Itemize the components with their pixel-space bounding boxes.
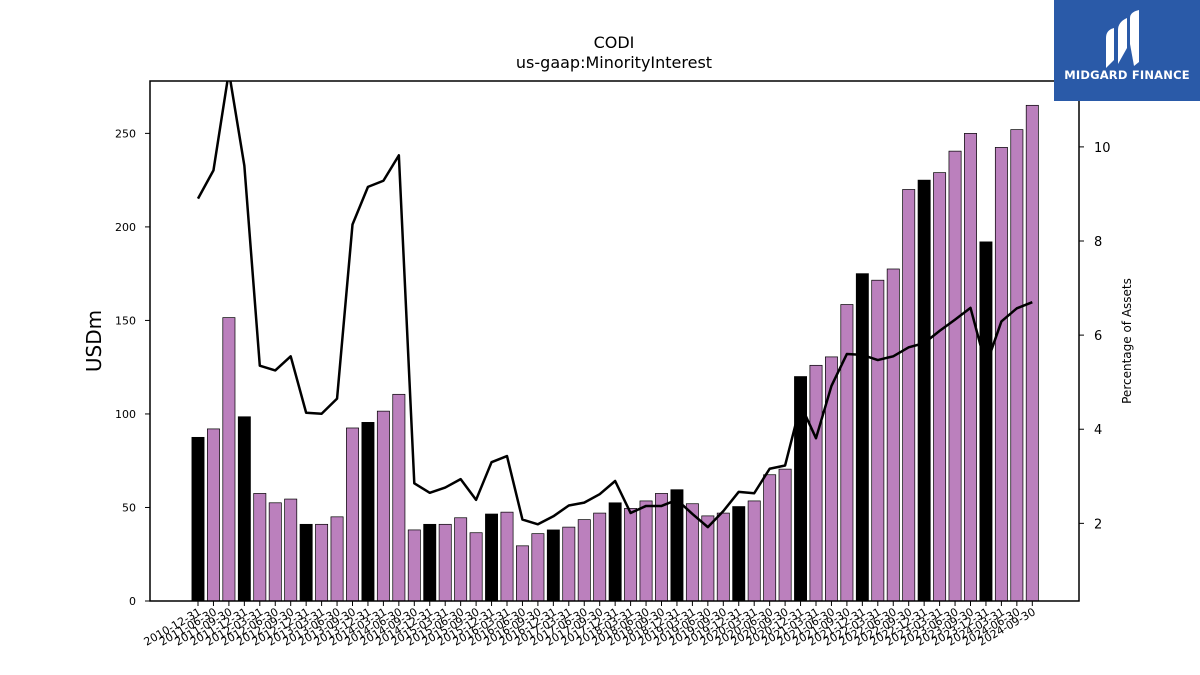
bar-2014-03-31 [376,410,390,602]
percentage-of-assets-line [196,81,1033,529]
midgard-logo-icon [1106,10,1139,68]
bar-2024-09-30 [1025,104,1039,602]
bar-2015-03-31 [438,523,452,602]
bar-2015-06-30 [454,517,468,602]
y2-tick-label: 2 [1094,517,1102,532]
bar-2023-03-31 [933,172,947,602]
bar-2012-03-31 [253,493,267,602]
logo-text: MIDGARD FINANCE [1064,68,1190,82]
bar-2011-06-30 [207,428,220,602]
y2-tick-label: 6 [1094,329,1102,344]
bar-2012-12-31 [299,523,313,602]
y2-tick-label: 10 [1094,141,1111,156]
bar-2024-06-30 [1010,129,1024,602]
bar-2015-12-31 [485,513,499,602]
bar-2018-12-31 [670,489,684,602]
bar-2021-03-31 [809,364,823,602]
bar-2018-09-30 [655,493,668,602]
y-tick-label: 250 [115,127,136,140]
chart-subtitle: us-gaap:MinorityInterest [516,53,712,72]
bar-2023-12-31 [979,241,993,602]
plot-frame [149,80,1080,602]
bar-2021-06-30 [824,356,838,602]
bar-2022-09-30 [902,189,916,602]
bar-2021-09-30 [840,304,854,602]
bar-2023-09-30 [964,133,977,602]
y-axis-label: USDm [82,310,106,372]
bar-2016-09-30 [531,533,545,602]
y-axis-right: 2 4 6 8 10 [1079,141,1111,532]
bar-2019-09-30 [716,512,730,602]
bar-2023-06-30 [948,150,962,602]
bar-2016-06-30 [515,545,529,602]
bar-2024-03-31 [994,147,1008,602]
bar-2014-12-31 [423,523,437,602]
bar-2015-09-30 [469,532,483,602]
y2-tick-label: 4 [1094,423,1102,438]
midgard-finance-logo: MIDGARD FINANCE [1054,0,1200,101]
bar-2010-12-31 [191,436,205,602]
bar-2019-06-30 [701,515,715,602]
bar-2013-03-31 [315,523,329,602]
line-layer [196,81,1033,529]
bar-2018-03-31 [624,508,638,602]
bar-2011-09-30 [222,317,236,602]
bar-2013-06-30 [330,516,344,602]
y2-axis-label: Percentage of Assets [1120,278,1134,404]
y-tick-label: 200 [115,221,136,234]
bar-2020-09-30 [778,468,792,602]
y-tick-label: 150 [115,314,136,327]
y-tick-label: 100 [115,408,136,421]
bar-2014-06-30 [392,393,406,602]
bar-2013-09-30 [346,427,359,602]
bar-2021-12-31 [855,273,869,602]
bar-2017-09-30 [593,512,607,602]
bar-2013-12-31 [361,422,375,602]
bar-2012-06-30 [268,502,282,602]
bar-2012-09-30 [284,498,298,602]
y-axis-left: 0 50 100 150 200 250 [115,127,150,608]
bar-2016-12-31 [546,529,560,602]
bar-2017-03-31 [562,526,576,602]
chart-title: CODI [594,33,635,52]
bar-2011-12-31 [237,416,251,602]
bar-2020-06-30 [763,474,777,602]
bar-2019-12-31 [732,506,746,602]
bar-2020-03-31 [747,500,761,602]
bar-2017-06-30 [577,519,591,602]
y-tick-label: 0 [129,595,136,608]
y2-tick-label: 8 [1094,235,1102,250]
bar-2017-12-31 [608,502,622,602]
x-axis: 2010-12-312011-06-302011-09-302011-12-31… [142,601,1038,649]
bar-2014-09-30 [407,529,421,602]
bar-2022-06-30 [886,268,900,602]
bar-2016-03-31 [500,511,514,602]
bar-2020-12-31 [794,376,808,602]
bar-2022-03-31 [871,279,885,602]
y-tick-label: 50 [122,501,136,514]
bar-2022-12-31 [917,179,931,602]
bar-layer [191,104,1039,602]
bar-2018-06-30 [639,500,653,602]
